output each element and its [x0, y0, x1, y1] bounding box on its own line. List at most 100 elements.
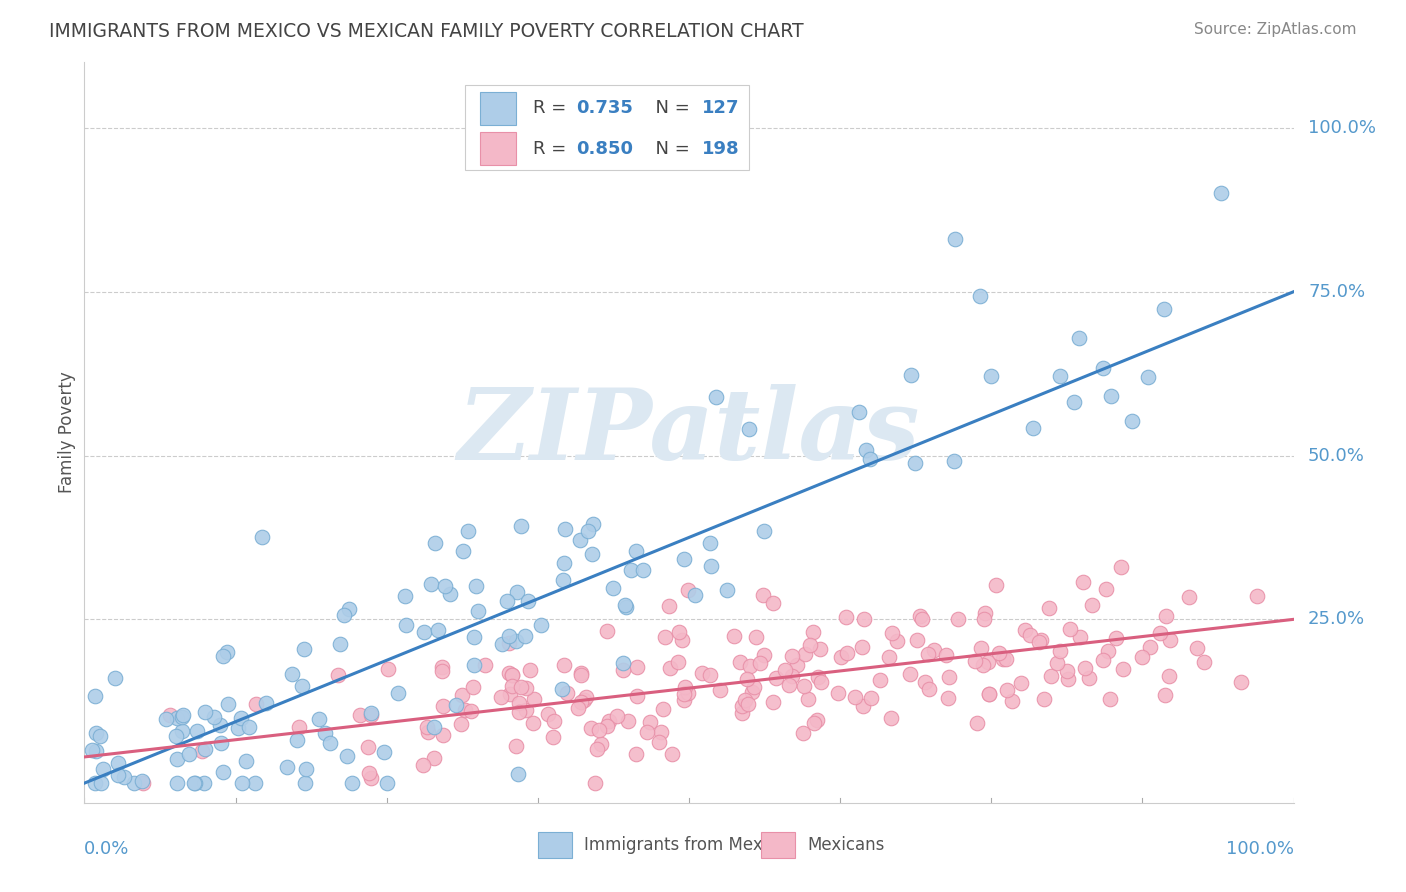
- Point: [288, 720, 311, 734]
- Point: [569, 666, 592, 681]
- Point: [844, 690, 866, 705]
- Point: [498, 666, 520, 681]
- Point: [172, 708, 194, 723]
- Point: [749, 656, 772, 670]
- Point: [734, 692, 756, 706]
- Point: [1010, 676, 1032, 690]
- Point: [666, 655, 689, 669]
- Point: [1157, 669, 1180, 683]
- Point: [537, 707, 560, 722]
- Point: [84, 744, 107, 758]
- FancyBboxPatch shape: [479, 92, 516, 125]
- Point: [778, 678, 800, 692]
- Point: [673, 680, 696, 694]
- Point: [340, 776, 363, 790]
- Point: [413, 624, 436, 639]
- Point: [1049, 368, 1071, 383]
- Point: [373, 745, 395, 759]
- Point: [243, 776, 266, 790]
- Point: [977, 688, 1000, 702]
- Point: [474, 657, 496, 672]
- Point: [360, 707, 382, 722]
- Point: [994, 652, 1017, 666]
- Point: [212, 765, 235, 780]
- Point: [508, 697, 530, 711]
- Point: [995, 683, 1018, 698]
- Point: [314, 725, 336, 739]
- Point: [852, 612, 875, 626]
- Point: [973, 606, 995, 620]
- Point: [184, 776, 207, 790]
- Y-axis label: Family Poverty: Family Poverty: [58, 372, 76, 493]
- Point: [589, 737, 612, 751]
- Point: [880, 625, 903, 640]
- Point: [276, 760, 298, 774]
- Point: [513, 629, 536, 643]
- Point: [357, 739, 380, 754]
- Point: [291, 679, 314, 693]
- Point: [578, 524, 600, 538]
- Point: [359, 766, 381, 780]
- Point: [918, 681, 941, 696]
- Point: [1059, 622, 1081, 636]
- Point: [194, 742, 217, 756]
- Point: [606, 709, 628, 723]
- Point: [202, 710, 225, 724]
- Point: [1028, 635, 1050, 649]
- Point: [699, 668, 721, 682]
- Point: [107, 768, 129, 782]
- Point: [786, 657, 808, 672]
- Point: [900, 368, 922, 382]
- Point: [572, 692, 595, 706]
- Point: [908, 608, 931, 623]
- Point: [1149, 626, 1171, 640]
- Point: [598, 714, 620, 728]
- Point: [333, 608, 356, 623]
- Point: [970, 640, 993, 655]
- Text: 100.0%: 100.0%: [1308, 119, 1376, 137]
- Point: [807, 670, 830, 684]
- Point: [737, 697, 759, 711]
- Point: [596, 624, 619, 638]
- Point: [165, 730, 187, 744]
- Point: [1049, 643, 1071, 657]
- Point: [543, 714, 565, 728]
- Point: [661, 747, 683, 762]
- Point: [451, 688, 474, 702]
- Point: [194, 705, 217, 719]
- Point: [285, 732, 308, 747]
- Point: [1177, 591, 1199, 605]
- Point: [238, 720, 260, 734]
- Point: [131, 776, 153, 790]
- Point: [208, 717, 231, 731]
- Point: [624, 747, 647, 761]
- Point: [905, 632, 928, 647]
- Point: [541, 730, 564, 744]
- Point: [90, 776, 112, 790]
- Point: [752, 588, 775, 602]
- Point: [416, 725, 439, 739]
- Point: [977, 655, 1000, 669]
- Point: [434, 579, 457, 593]
- Point: [432, 728, 454, 742]
- Point: [581, 548, 603, 562]
- Point: [446, 698, 468, 712]
- Point: [508, 705, 530, 719]
- Point: [741, 685, 763, 699]
- FancyBboxPatch shape: [479, 132, 516, 165]
- Point: [676, 686, 699, 700]
- Point: [506, 767, 529, 781]
- Point: [617, 714, 640, 728]
- Point: [934, 648, 956, 663]
- Point: [501, 679, 523, 693]
- Point: [501, 668, 523, 682]
- Point: [1098, 692, 1121, 706]
- Point: [166, 752, 188, 766]
- Point: [744, 630, 766, 644]
- Point: [281, 667, 304, 681]
- Point: [395, 617, 418, 632]
- Point: [979, 687, 1001, 701]
- Point: [626, 689, 648, 703]
- Point: [742, 680, 765, 694]
- Text: Source: ZipAtlas.com: Source: ZipAtlas.com: [1194, 22, 1357, 37]
